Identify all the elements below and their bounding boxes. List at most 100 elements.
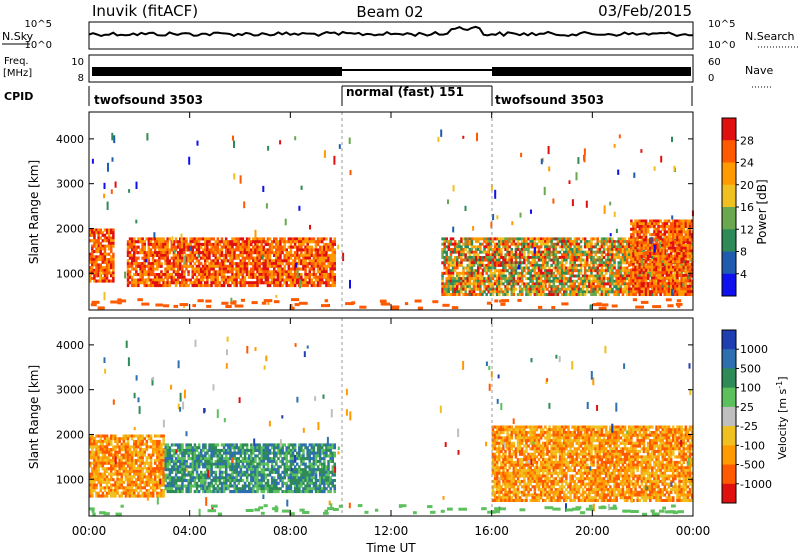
scatter-cell <box>646 246 650 250</box>
scatter-cell <box>160 248 163 252</box>
scatter-cell <box>166 245 169 249</box>
scatter-cell <box>101 266 105 270</box>
scatter-cell <box>197 299 204 303</box>
scatter-cell <box>206 242 209 246</box>
scatter-cell <box>168 281 171 285</box>
scatter-cell <box>304 259 307 263</box>
scatter-cell <box>245 237 249 241</box>
scatter-cell <box>613 261 616 265</box>
scatter-cell <box>686 290 690 294</box>
scatter-cell <box>667 219 671 223</box>
scatter-cell <box>447 290 451 294</box>
scatter-cell <box>441 282 444 286</box>
scatter-cell <box>474 258 478 262</box>
scatter-cell <box>506 285 509 289</box>
scatter-cell <box>602 237 606 241</box>
scatter-cell <box>93 450 96 454</box>
scatter-cell <box>89 274 92 278</box>
scatter-cell <box>477 266 480 270</box>
scatter-cell <box>293 273 297 277</box>
scatter-cell <box>451 248 455 251</box>
scatter-cell <box>474 293 478 296</box>
scatter-cell <box>310 278 314 282</box>
scatter-cell <box>644 265 648 269</box>
scatter-cell <box>97 467 100 471</box>
scatter-cell <box>293 267 297 271</box>
scatter-cell <box>103 279 107 283</box>
scatter-cell <box>604 248 608 251</box>
scatter-cell <box>252 240 255 244</box>
scatter-cell <box>227 259 230 263</box>
scatter-cell <box>539 269 543 273</box>
scatter-cell <box>579 245 583 249</box>
scatter-cell <box>447 274 451 278</box>
scatter-cell <box>103 437 107 441</box>
scatter-cell <box>449 277 453 281</box>
scatter-cell <box>487 256 490 259</box>
scatter-cell <box>105 437 109 441</box>
scatter-cell <box>663 233 667 237</box>
scatter-cell <box>146 279 149 285</box>
scatter-cell <box>174 253 178 257</box>
scatter-cell <box>289 251 293 255</box>
scatter-cell <box>197 281 201 285</box>
scatter-cell <box>636 222 639 226</box>
scatter-cell <box>256 256 259 260</box>
scatter-cell <box>458 290 461 294</box>
scatter-cell <box>197 242 201 246</box>
scatter-cell <box>470 287 474 291</box>
scatter-cell <box>472 277 476 281</box>
scatter-cell <box>684 230 688 234</box>
scatter-cell <box>158 251 161 255</box>
scatter-cell <box>254 259 257 263</box>
scatter-cell <box>602 285 606 289</box>
scatter-cell <box>95 450 98 454</box>
scatter-cell <box>126 270 130 274</box>
scatter-cell <box>567 269 570 273</box>
scatter-cell <box>521 250 524 254</box>
scatter-cell <box>638 265 641 269</box>
scatter-cell <box>245 267 249 271</box>
scatter-cell <box>462 277 465 281</box>
scatter-cell <box>404 302 409 306</box>
scatter-cell <box>628 279 631 283</box>
scatter-cell <box>262 240 265 244</box>
scatter-cell <box>261 255 264 260</box>
scatter-cell <box>206 275 209 279</box>
scatter-cell <box>105 456 109 460</box>
scatter-cell <box>577 157 580 164</box>
scatter-cell <box>508 261 511 265</box>
scatter-cell <box>166 248 169 252</box>
scatter-cell <box>302 259 305 263</box>
scatter-cell <box>451 279 455 283</box>
scatter-cell <box>327 284 330 288</box>
scatter-cell <box>112 244 115 248</box>
nsearch-tick-low: 10^0 <box>708 40 735 51</box>
scatter-cell <box>663 292 667 296</box>
scatter-cell <box>318 259 322 263</box>
scatter-cell <box>147 267 151 271</box>
scatter-cell <box>628 250 631 254</box>
scatter-cell <box>674 268 677 272</box>
scatter-cell <box>506 253 509 257</box>
scatter-cell <box>143 251 146 255</box>
scatter-cell <box>498 237 501 241</box>
scatter-cell <box>640 238 644 242</box>
scatter-cell <box>542 274 545 278</box>
scatter-cell <box>189 259 192 263</box>
scatter-cell <box>323 150 326 158</box>
scatter-cell <box>298 259 301 263</box>
scatter-cell <box>456 250 459 254</box>
scatter-cell <box>164 256 167 260</box>
scatter-cell <box>321 304 330 308</box>
scatter-cell <box>296 269 299 279</box>
scatter-cell <box>210 278 213 282</box>
scatter-cell <box>544 242 547 246</box>
scatter-cell <box>191 275 194 279</box>
scatter-cell <box>531 282 534 286</box>
scatter-cell <box>107 252 111 256</box>
velocity-cells <box>89 336 694 517</box>
scatter-cell <box>573 242 576 246</box>
scatter-cell <box>451 277 455 281</box>
